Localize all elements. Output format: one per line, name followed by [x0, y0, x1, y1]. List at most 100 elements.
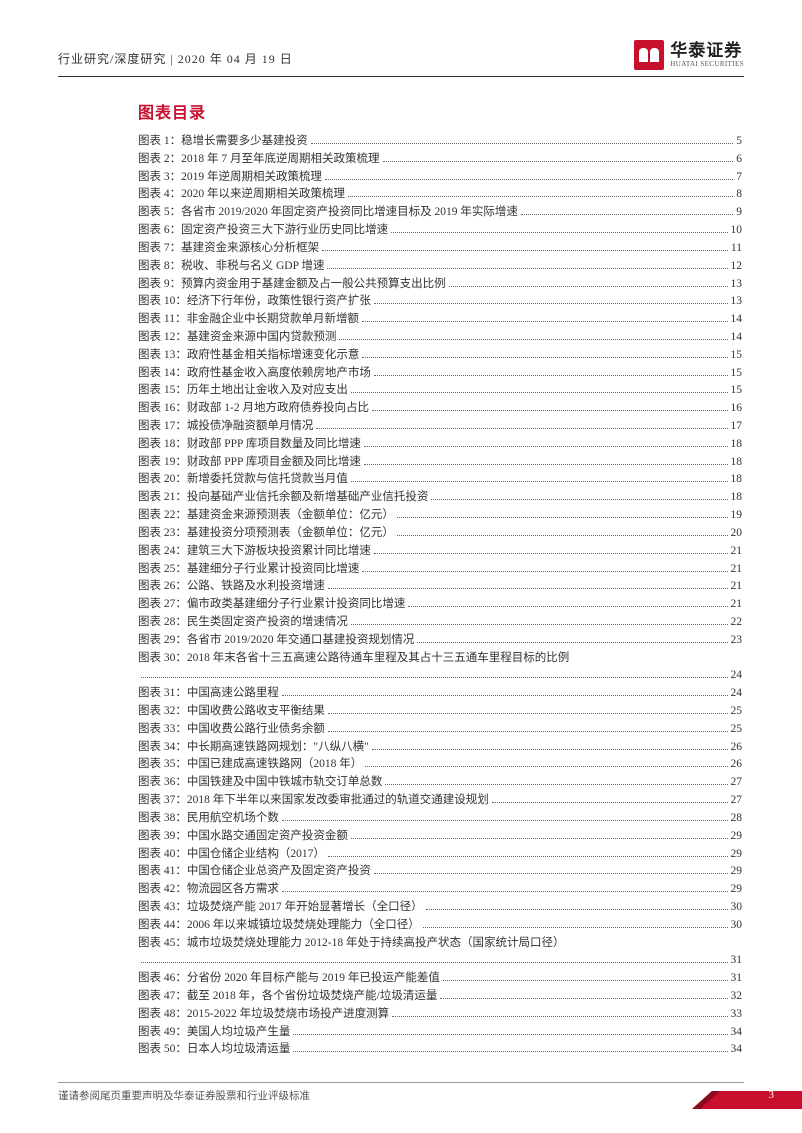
toc-figure-number: 图表 17：: [138, 418, 187, 436]
toc-figure-title: 中国已建成高速铁路网（2018 年）: [187, 756, 362, 774]
toc-figure-title: 各省市 2019/2020 年交通口基建投资规划情况: [187, 632, 414, 650]
toc-figure-title: 非金融企业中长期贷款单月新增额: [186, 311, 359, 329]
toc-row: 图表 47：截至 2018 年，各个省份垃圾焚烧产能/垃圾清运量32: [138, 988, 742, 1006]
toc-row: 图表 6：固定资产投资三大下游行业历史同比增速10: [138, 222, 742, 240]
toc-figure-title: 预算内资金用于基建金额及占一般公共预算支出比例: [181, 276, 446, 294]
toc-figure-title: 日本人均垃圾清运量: [187, 1041, 291, 1059]
toc-row: 图表 32：中国收费公路收支平衡结果25: [138, 703, 742, 721]
toc-figure-number: 图表 15：: [138, 382, 187, 400]
toc-figure-title: 分省份 2020 年目标产能与 2019 年已投运产能差值: [187, 970, 440, 988]
toc-row: 图表 19：财政部 PPP 库项目金额及同比增速18: [138, 454, 742, 472]
toc-figure-title: 经济下行年份，政策性银行资产扩张: [187, 293, 371, 311]
toc-page-number: 18: [731, 489, 743, 507]
toc-leader-dots: [374, 375, 728, 376]
toc-page-number: 15: [731, 382, 743, 400]
toc-figure-number: 图表 11：: [138, 311, 186, 329]
toc-figure-title: 2006 年以来城镇垃圾焚烧处理能力（全口径）: [187, 917, 420, 935]
toc-page-number: 26: [731, 739, 743, 757]
toc-figure-number: 图表 19：: [138, 454, 187, 472]
toc-figure-title: 公路、铁路及水利投资增速: [187, 578, 325, 596]
toc-row: 图表 3：2019 年逆周期相关政策梳理7: [138, 169, 742, 187]
toc-leader-dots: [397, 535, 728, 536]
toc-figure-number: 图表 39：: [138, 828, 187, 846]
toc-page-number: 14: [731, 311, 743, 329]
toc-figure-number: 图表 32：: [138, 703, 187, 721]
toc-leader-dots: [364, 464, 728, 465]
brand-logo: 华泰证券 HUATAI SECURITIES: [634, 40, 744, 70]
toc-figure-title: 各省市 2019/2020 年固定资产投资同比增速目标及 2019 年实际增速: [181, 204, 518, 222]
toc-figure-number: 图表 30：: [138, 650, 187, 668]
toc-row: 图表 25：基建细分子行业累计投资同比增速21: [138, 561, 742, 579]
toc-row: 24: [138, 667, 742, 685]
toc-leader-dots: [431, 499, 727, 500]
toc-figure-number: 图表 7：: [138, 240, 181, 258]
toc-figure-number: 图表 27：: [138, 596, 187, 614]
toc-row: 图表 42：物流园区各方需求29: [138, 881, 742, 899]
toc-row: 图表 30：2018 年末各省十三五高速公路待通车里程及其占十三五通车里程目标的…: [138, 650, 742, 668]
toc-leader-dots: [365, 766, 727, 767]
toc-leader-dots: [392, 1016, 727, 1017]
toc-page-number: 34: [731, 1041, 743, 1059]
toc-figure-number: 图表 23：: [138, 525, 187, 543]
toc-figure-title: 中国仓储企业结构（2017）: [187, 846, 325, 864]
toc-row: 图表 28：民生类固定资产投资的增速情况 22: [138, 614, 742, 632]
toc-figure-number: 图表 2：: [138, 151, 181, 169]
toc-figure-title: 基建资金来源中国内贷款预测: [187, 329, 337, 347]
toc-row: 图表 41：中国仓储企业总资产及固定资产投资29: [138, 863, 742, 881]
toc-row: 图表 35：中国已建成高速铁路网（2018 年）26: [138, 756, 742, 774]
toc-figure-title: 民生类固定资产投资的增速情况: [187, 614, 348, 632]
toc-page-number: 26: [731, 756, 743, 774]
toc-page-number: 25: [731, 721, 743, 739]
toc-page-number: 22: [731, 614, 743, 632]
toc-page-number: 30: [731, 899, 743, 917]
toc-row: 图表 21：投向基础产业信托余额及新增基础产业信托投资18: [138, 489, 742, 507]
toc-row: 图表 12：基建资金来源中国内贷款预测14: [138, 329, 742, 347]
toc-page-number: 31: [731, 952, 743, 970]
toc-figure-title: 财政部 1-2 月地方政府债券投向占比: [187, 400, 369, 418]
toc-leader-dots: [521, 214, 733, 215]
toc-page-number: 23: [731, 632, 743, 650]
toc-figure-number: 图表 28：: [138, 614, 187, 632]
toc-leader-dots: [362, 321, 728, 322]
toc-figure-title: 新增委托贷款与信托贷款当月值: [187, 471, 348, 489]
toc-row: 图表 31：中国高速公路里程24: [138, 685, 742, 703]
toc-page-number: 17: [731, 418, 743, 436]
toc-figure-title: 财政部 PPP 库项目金额及同比增速: [187, 454, 361, 472]
toc-leader-dots: [282, 695, 728, 696]
toc-row: 图表 45：城市垃圾焚烧处理能力 2012-18 年处于持续高投产状态（国家统计…: [138, 935, 742, 953]
toc-leader-dots: [385, 784, 727, 785]
toc-leader-dots: [348, 196, 733, 197]
toc-leader-dots: [383, 161, 734, 162]
toc-leader-dots: [372, 410, 728, 411]
toc-figure-title: 偏市政类基建细分子行业累计投资同比增速: [187, 596, 406, 614]
toc-page-number: 15: [731, 365, 743, 383]
toc-row: 图表 27：偏市政类基建细分子行业累计投资同比增速21: [138, 596, 742, 614]
toc-row: 图表 43：垃圾焚烧产能 2017 年开始显著增长（全口径）30: [138, 899, 742, 917]
toc-figure-number: 图表 16：: [138, 400, 187, 418]
toc-row: 图表 22：基建资金来源预测表（金额单位：亿元）19: [138, 507, 742, 525]
toc-leader-dots: [328, 731, 728, 732]
toc-figure-title: 2019 年逆周期相关政策梳理: [181, 169, 322, 187]
toc-leader-dots: [374, 303, 728, 304]
toc-page-number: 11: [731, 240, 742, 258]
toc-leader-dots: [362, 571, 727, 572]
toc-row: 图表 37：2018 年下半年以来国家发改委审批通过的轨道交通建设规划27: [138, 792, 742, 810]
toc-page-number: 29: [731, 863, 743, 881]
toc-figure-number: 图表 3：: [138, 169, 181, 187]
logo-text-cn: 华泰证券: [670, 42, 744, 59]
toc-leader-dots: [449, 286, 728, 287]
toc-figure-number: 图表 6：: [138, 222, 181, 240]
toc-leader-dots: [351, 838, 728, 839]
toc-page-number: 20: [731, 525, 743, 543]
toc-figure-number: 图表 14：: [138, 365, 187, 383]
toc-page-number: 6: [736, 151, 742, 169]
toc-figure-number: 图表 46：: [138, 970, 187, 988]
toc-leader-dots: [328, 713, 728, 714]
toc-row: 图表 40：中国仓储企业结构（2017）29: [138, 846, 742, 864]
toc-page-number: 32: [731, 988, 743, 1006]
toc-page-number: 13: [731, 293, 743, 311]
toc-page-number: 27: [731, 774, 743, 792]
toc-row: 图表 9：预算内资金用于基建金额及占一般公共预算支出比例13: [138, 276, 742, 294]
toc-leader-dots: [391, 232, 727, 233]
toc-page-number: 15: [731, 347, 743, 365]
